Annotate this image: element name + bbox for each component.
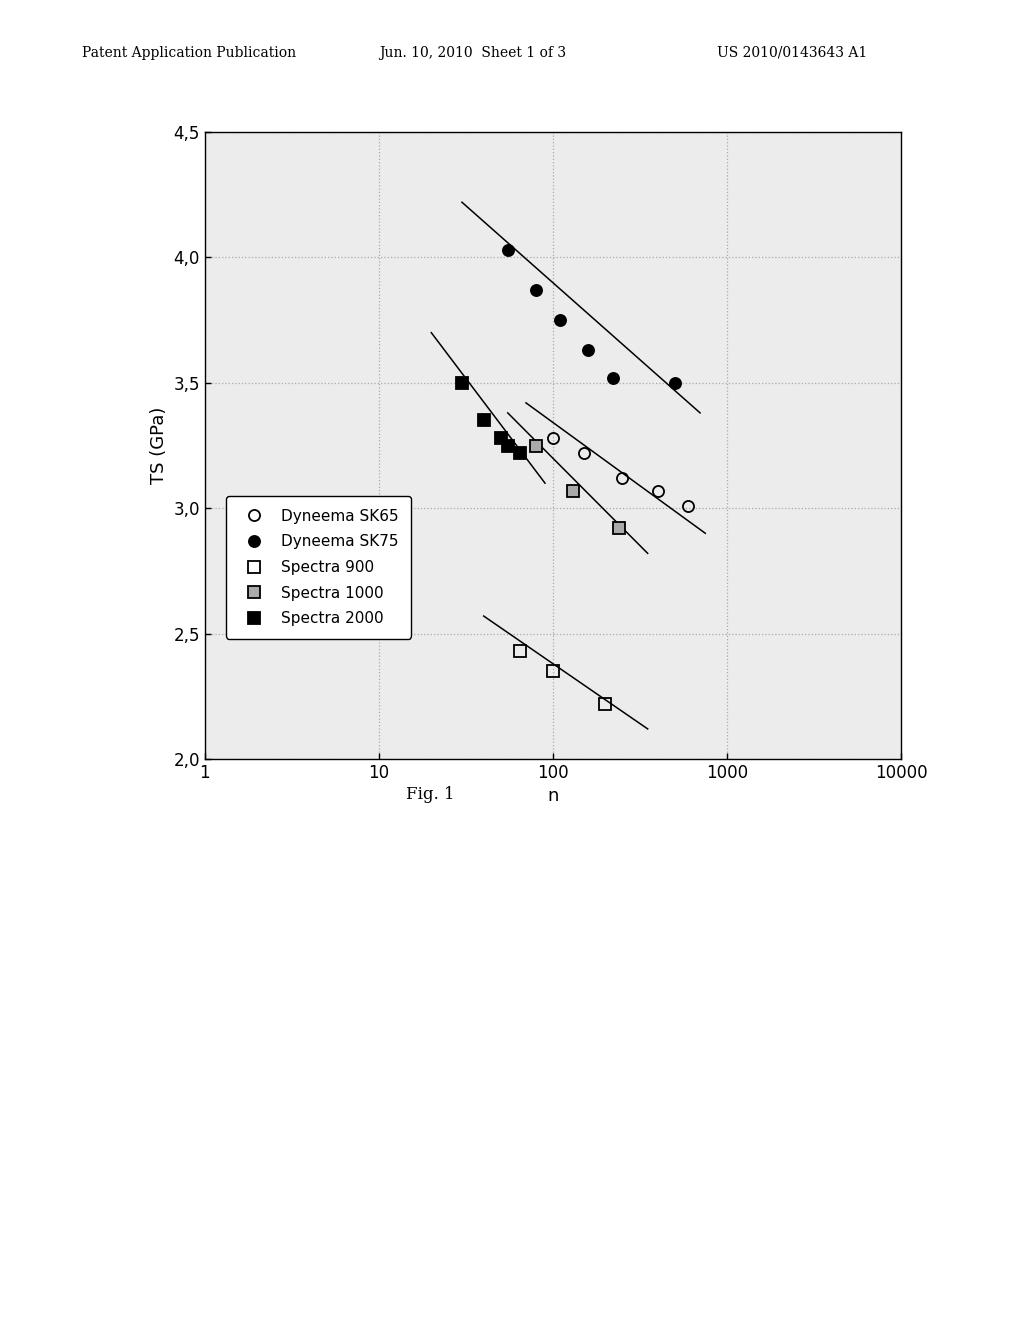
Dyneema SK75 [606, 370, 618, 385]
Spectra 2000 [514, 445, 526, 461]
Spectra 2000 [502, 438, 514, 454]
Dyneema SK65 [578, 445, 590, 461]
Text: Fig. 1: Fig. 1 [406, 785, 455, 803]
Dyneema SK75 [530, 282, 543, 298]
Line: Dyneema SK75: Dyneema SK75 [502, 244, 680, 388]
Line: Dyneema SK65: Dyneema SK65 [548, 433, 694, 511]
Line: Spectra 900: Spectra 900 [515, 645, 611, 709]
Y-axis label: TS (GPa): TS (GPa) [150, 407, 168, 484]
Dyneema SK75 [554, 313, 566, 329]
Dyneema SK65 [547, 430, 559, 446]
Dyneema SK75 [583, 342, 595, 358]
Spectra 1000 [613, 520, 626, 536]
Spectra 900 [599, 696, 611, 711]
Dyneema SK75 [502, 242, 514, 257]
Spectra 2000 [477, 412, 489, 428]
Line: Spectra 1000: Spectra 1000 [530, 440, 625, 533]
Line: Spectra 2000: Spectra 2000 [457, 378, 526, 458]
Text: Jun. 10, 2010  Sheet 1 of 3: Jun. 10, 2010 Sheet 1 of 3 [379, 46, 566, 59]
Dyneema SK65 [682, 498, 694, 513]
Spectra 2000 [495, 430, 507, 446]
Dyneema SK75 [669, 375, 681, 391]
Spectra 1000 [530, 438, 543, 454]
Spectra 900 [547, 663, 559, 678]
Spectra 900 [514, 643, 526, 659]
Spectra 2000 [456, 375, 468, 391]
Text: US 2010/0143643 A1: US 2010/0143643 A1 [717, 46, 867, 59]
Dyneema SK65 [651, 483, 664, 499]
Spectra 1000 [566, 483, 579, 499]
Text: Patent Application Publication: Patent Application Publication [82, 46, 296, 59]
Dyneema SK65 [616, 470, 629, 486]
X-axis label: n: n [547, 788, 559, 805]
Legend: Dyneema SK65, Dyneema SK75, Spectra 900, Spectra 1000, Spectra 2000: Dyneema SK65, Dyneema SK75, Spectra 900,… [226, 496, 412, 639]
